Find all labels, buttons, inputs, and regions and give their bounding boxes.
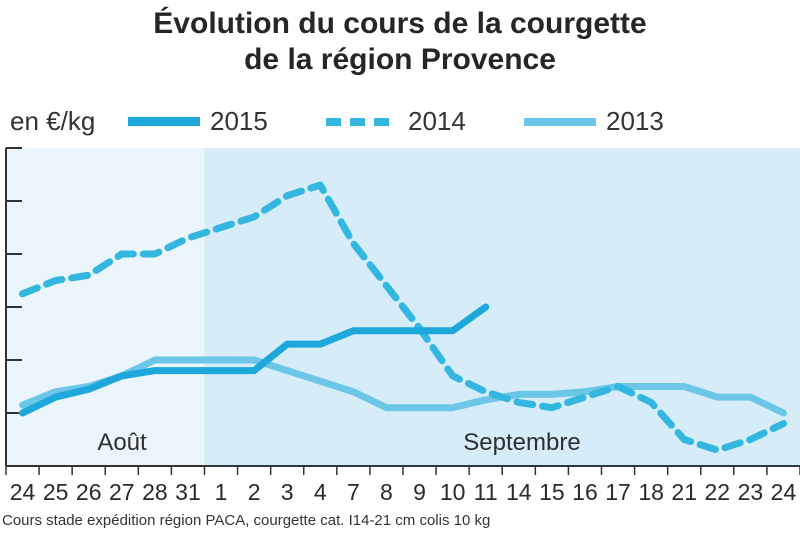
series-line-2015 — [19, 303, 490, 417]
x-tick-label: 24 — [10, 479, 36, 505]
x-tick-label: 16 — [572, 479, 598, 505]
legend-label-2014: 2014 — [408, 106, 466, 136]
x-tick-label: 22 — [704, 479, 730, 505]
source-note: Cours stade expédition région PACA, cour… — [2, 512, 491, 529]
legend-item-2014: 2014 — [326, 106, 466, 137]
period-panel-aout — [6, 148, 205, 466]
x-tick-label: 10 — [440, 479, 466, 505]
legend-item-2015: 2015 — [128, 106, 268, 137]
x-tick-label: 26 — [76, 479, 102, 505]
x-tick-label: 7 — [347, 479, 360, 505]
period-panel-septembre — [204, 148, 800, 466]
x-tick-label: 3 — [281, 479, 294, 505]
legend-swatch-2015 — [128, 117, 200, 126]
legend-label-2013: 2013 — [606, 106, 664, 136]
series-line-2013 — [19, 356, 787, 417]
x-tick-label: 23 — [738, 479, 764, 505]
chart-title: Évolution du cours de la courgette de la… — [0, 6, 800, 78]
x-tick-label: 25 — [43, 479, 69, 505]
x-tick-label: 14 — [506, 479, 532, 505]
x-tick-label: 4 — [314, 479, 327, 505]
period-label-aout: Août — [97, 429, 147, 456]
chart-title-line-2: de la région Provence — [244, 43, 556, 76]
line-chart: 24 25 26 27 28 31 1 2 3 4 7 8 9 10 11 14 15 16 17 18 21 22 23 2… — [5, 147, 800, 505]
legend-swatch-2013 — [524, 117, 596, 126]
x-tick-label: 18 — [638, 479, 664, 505]
x-tick-label: 27 — [109, 479, 135, 505]
x-tick-label: 31 — [175, 479, 201, 505]
x-tick-label: 1 — [215, 479, 228, 505]
x-tick-label: 8 — [380, 479, 393, 505]
x-tick-label: 21 — [671, 479, 697, 505]
x-tick-label: 2 — [248, 479, 261, 505]
x-tick-label: 9 — [413, 479, 426, 505]
unit-label: en €/kg — [10, 106, 96, 136]
x-tick-label: 11 — [474, 479, 498, 505]
series-line-2014 — [19, 181, 787, 454]
legend-swatch-2014 — [326, 117, 398, 126]
legend-item-2013: 2013 — [524, 106, 664, 137]
x-tick-label: 17 — [605, 479, 631, 505]
x-tick-label: 28 — [142, 479, 168, 505]
x-tick-label: 24 — [771, 479, 797, 505]
chart-title-line-1: Évolution du cours de la courgette — [153, 7, 647, 40]
chart-legend: en €/kg 2015 2014 2013 — [0, 102, 800, 142]
x-tick-label: 15 — [539, 479, 565, 505]
period-label-septembre: Septembre — [463, 429, 580, 456]
legend-label-2015: 2015 — [210, 106, 268, 136]
